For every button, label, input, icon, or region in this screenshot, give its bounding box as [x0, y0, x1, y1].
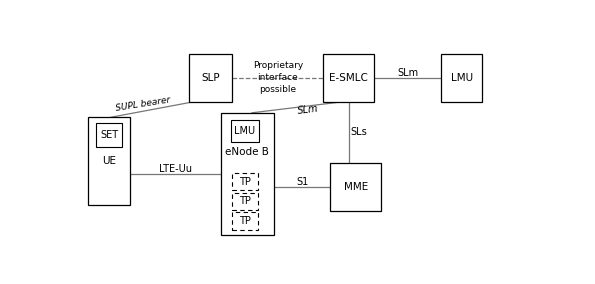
Bar	[231, 212, 258, 230]
Bar	[231, 193, 258, 210]
Text: interface: interface	[258, 73, 298, 82]
Text: eNode B: eNode B	[226, 147, 269, 157]
Text: Proprietary: Proprietary	[253, 61, 303, 70]
Text: SLm: SLm	[298, 103, 320, 116]
Bar	[96, 123, 121, 147]
Text: UE: UE	[102, 156, 116, 166]
Text: SLs: SLs	[350, 128, 367, 137]
Text: possible: possible	[259, 85, 296, 94]
Text: E-SMLC: E-SMLC	[329, 73, 368, 83]
Text: SLP: SLP	[201, 73, 220, 83]
Bar	[330, 163, 381, 211]
Text: SUPL bearer: SUPL bearer	[115, 95, 171, 113]
Bar	[441, 54, 483, 102]
Bar	[221, 113, 274, 235]
Text: TP: TP	[239, 216, 251, 226]
Text: MME: MME	[343, 182, 368, 192]
Bar	[88, 117, 130, 205]
Bar	[189, 54, 232, 102]
Bar	[231, 120, 259, 142]
Text: TP: TP	[239, 196, 251, 206]
Text: LTE-Uu: LTE-Uu	[159, 164, 192, 174]
Text: S1: S1	[296, 177, 308, 187]
Bar	[231, 173, 258, 191]
Text: SLm: SLm	[397, 68, 418, 78]
Text: TP: TP	[239, 177, 251, 187]
Text: LMU: LMU	[234, 126, 256, 136]
Bar	[323, 54, 374, 102]
Text: SET: SET	[100, 130, 118, 140]
Text: LMU: LMU	[450, 73, 473, 83]
